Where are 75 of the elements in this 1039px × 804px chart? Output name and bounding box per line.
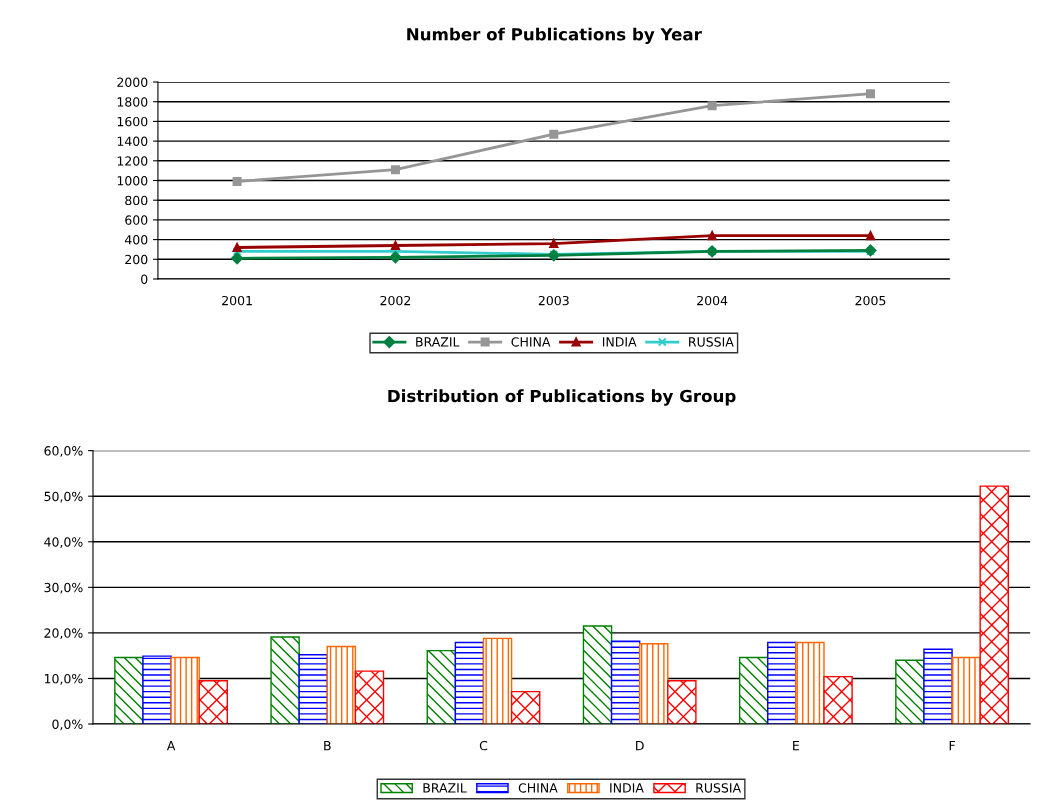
bar — [767, 641, 797, 724]
bar — [638, 643, 669, 724]
x-tick-label: B — [324, 741, 331, 751]
bar — [454, 641, 485, 724]
legend-label: RUSSIA — [696, 783, 741, 793]
point — [232, 176, 242, 186]
bar — [951, 656, 981, 724]
x-tick-label: 2002 — [380, 295, 411, 306]
y-tick-label: 1400 — [117, 136, 148, 147]
bar — [270, 636, 300, 724]
y-tick-label: 1800 — [117, 97, 148, 107]
point — [390, 240, 400, 251]
bar — [426, 649, 457, 724]
y-tick-label: 200 — [125, 254, 148, 265]
x-tick-label: 2001 — [222, 295, 252, 306]
bar — [667, 680, 697, 724]
bar — [979, 485, 1009, 724]
y-tick-label: 60,0% — [44, 446, 83, 457]
bar — [298, 654, 328, 724]
legend-label: BRAZIL — [416, 337, 460, 347]
bar — [738, 656, 769, 724]
y-tick-label: 400 — [124, 235, 148, 245]
y-tick-label: 600 — [125, 215, 148, 225]
bar — [198, 680, 229, 724]
bar — [795, 641, 825, 724]
y-tick-label: 40,0% — [44, 537, 83, 548]
bar — [510, 690, 541, 724]
point — [390, 165, 400, 175]
bar — [170, 656, 200, 724]
y-tick-label: 2000 — [117, 77, 148, 87]
y-tick-label: 20,0% — [44, 628, 83, 640]
x-tick-label: F — [949, 741, 955, 751]
bar — [114, 656, 144, 724]
bar — [326, 645, 357, 724]
x-tick-label: 2003 — [538, 295, 569, 306]
x-tick-label: D — [636, 741, 644, 751]
point — [549, 129, 559, 139]
point — [232, 242, 242, 252]
y-tick-label: 1000 — [117, 175, 148, 186]
legend-label: INDIA — [602, 337, 637, 347]
y-tick-label: 1600 — [117, 116, 148, 127]
point — [231, 252, 244, 265]
bar — [482, 637, 513, 724]
legend-label: CHINA — [518, 783, 558, 793]
x-tick-label: C — [479, 740, 488, 751]
point — [707, 101, 717, 111]
legend-label: CHINA — [511, 337, 551, 347]
y-tick-label: 800 — [125, 195, 148, 206]
point — [707, 231, 717, 241]
bar — [895, 659, 925, 724]
y-tick-label: 1200 — [117, 156, 148, 166]
chart-title: Distribution of Publications by Group — [388, 389, 736, 406]
point — [232, 246, 242, 256]
y-tick-label: 50,0% — [44, 491, 83, 503]
x-tick-label: 2004 — [697, 295, 728, 306]
x-tick-label: A — [166, 741, 176, 751]
bar — [610, 640, 641, 724]
bar — [923, 648, 953, 724]
y-tick-label: 30,0% — [44, 582, 83, 594]
bar — [142, 655, 172, 724]
legend-label: RUSSIA — [689, 337, 734, 347]
chart-title: Number of Publications by Year — [407, 27, 702, 44]
legend-label: BRAZIL — [423, 783, 467, 793]
bar — [354, 670, 385, 724]
legend-label: INDIA — [610, 783, 644, 793]
x-tick-label: 2005 — [855, 295, 886, 306]
y-tick-label: 10,0% — [44, 673, 83, 685]
x-tick-label: E — [793, 741, 800, 751]
bar — [582, 625, 613, 724]
point — [865, 231, 875, 241]
point — [865, 89, 875, 99]
y-tick-label: 0 — [141, 274, 148, 284]
bar — [823, 675, 853, 724]
point — [389, 251, 402, 264]
y-tick-label: 0,0% — [52, 719, 83, 731]
